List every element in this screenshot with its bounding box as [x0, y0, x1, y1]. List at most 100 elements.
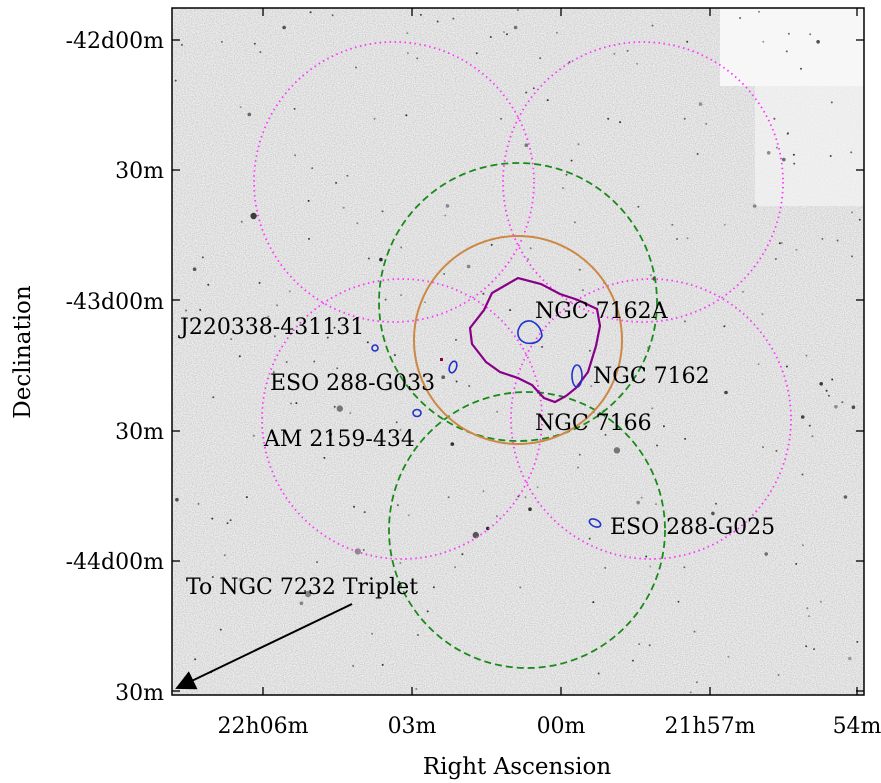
background-star — [405, 114, 408, 117]
hi-group-contour — [468, 276, 602, 404]
background-star — [349, 412, 352, 415]
background-star — [356, 222, 359, 225]
background-star — [482, 292, 485, 295]
background-star — [671, 223, 674, 226]
background-star — [282, 25, 286, 30]
background-star — [775, 146, 778, 149]
background-star — [373, 117, 376, 120]
background-star — [174, 79, 177, 82]
background-star — [367, 257, 370, 260]
background-star — [636, 62, 639, 65]
background-star — [805, 645, 808, 648]
background-star — [805, 354, 808, 357]
background-star — [285, 361, 288, 363]
background-star — [613, 447, 621, 454]
background-star — [546, 99, 549, 102]
background-star — [570, 159, 573, 162]
pointing-beam — [388, 391, 666, 669]
background-star — [355, 66, 357, 69]
background-star — [830, 101, 833, 104]
background-star — [793, 162, 796, 165]
background-star — [808, 615, 811, 618]
background-star — [831, 378, 834, 381]
background-star — [311, 167, 314, 170]
pointing-beam — [253, 41, 535, 323]
background-star — [335, 181, 338, 184]
background-star — [695, 681, 698, 684]
background-star — [777, 674, 780, 676]
background-star — [782, 157, 786, 162]
background-star — [450, 442, 455, 446]
background-star — [400, 294, 403, 297]
x-tick-label: 00m — [537, 714, 586, 739]
background-star — [698, 102, 703, 106]
background-star — [333, 405, 336, 408]
background-star — [742, 290, 744, 293]
source-marker — [440, 358, 443, 361]
background-star — [290, 402, 292, 405]
background-star — [353, 505, 355, 508]
background-star — [604, 433, 607, 436]
background-star — [787, 132, 789, 135]
background-star — [331, 14, 334, 17]
background-star — [400, 246, 403, 249]
background-star — [529, 247, 532, 250]
background-star — [808, 424, 811, 427]
background-star — [399, 428, 402, 431]
background-star — [219, 628, 222, 631]
background-star — [238, 355, 241, 358]
background-star — [432, 586, 435, 589]
background-star — [761, 313, 764, 316]
background-star — [578, 453, 581, 456]
background-star — [727, 655, 730, 658]
background-star — [240, 220, 243, 223]
background-star — [723, 223, 726, 226]
background-star — [201, 256, 204, 259]
background-star — [532, 87, 535, 90]
background-star — [773, 117, 776, 120]
background-star — [490, 243, 493, 246]
background-star — [539, 57, 542, 60]
background-star — [381, 210, 384, 213]
background-star — [683, 117, 686, 120]
background-star — [528, 507, 532, 512]
background-star — [696, 152, 699, 155]
background-star — [489, 36, 492, 38]
background-star — [640, 496, 643, 499]
background-star — [415, 688, 418, 690]
background-star — [651, 24, 654, 27]
background-star — [800, 67, 802, 70]
background-star — [626, 49, 629, 52]
background-star — [445, 204, 450, 208]
background-star — [333, 326, 336, 329]
background-star — [308, 237, 310, 240]
background-star — [495, 515, 498, 518]
background-star — [711, 511, 715, 516]
background-star — [778, 242, 781, 245]
background-star — [613, 52, 616, 55]
background-star — [336, 367, 339, 370]
background-star — [455, 380, 458, 383]
background-star — [354, 548, 361, 555]
background-star — [336, 405, 343, 412]
background-star — [250, 212, 257, 220]
background-star — [211, 576, 214, 578]
background-star — [762, 446, 764, 449]
background-star — [825, 389, 828, 392]
background-star — [795, 248, 798, 251]
background-star — [513, 25, 518, 30]
background-star — [651, 407, 654, 410]
galaxy-label: ESO 288-G025 — [610, 515, 775, 540]
background-star — [588, 349, 591, 352]
background-star — [441, 375, 446, 380]
background-star — [295, 402, 298, 405]
background-star — [693, 630, 696, 633]
background-star — [562, 187, 565, 190]
background-star — [379, 257, 383, 262]
y-axis-title: Declination — [10, 285, 36, 419]
background-star — [258, 281, 261, 284]
y-tick-label: -43d00m — [66, 290, 165, 315]
background-star — [762, 40, 765, 43]
background-star — [816, 40, 820, 44]
detection-contour — [371, 344, 379, 352]
